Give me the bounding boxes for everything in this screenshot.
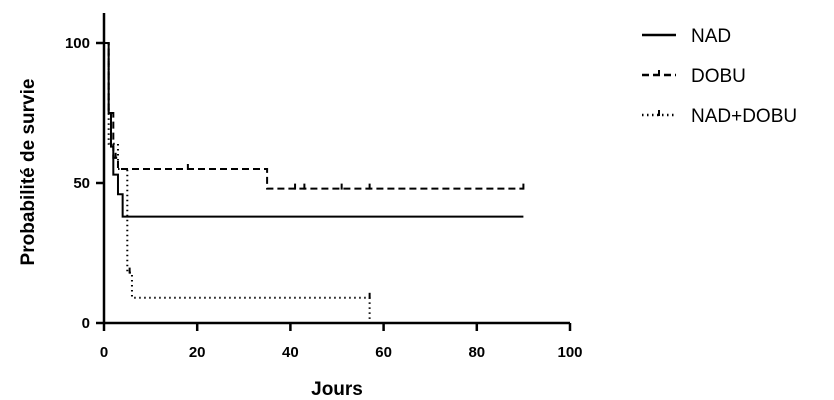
x-tick-label: 40 <box>282 344 299 361</box>
y-axis-title: Probabilité de survie <box>18 79 39 266</box>
legend: NAD DOBU NAD+DOBU <box>642 26 797 127</box>
y-tick-label: 100 <box>65 35 90 52</box>
x-tick-label: 80 <box>468 344 485 361</box>
series-line-nad <box>104 42 524 218</box>
axes <box>102 13 570 325</box>
x-axis-title: Jours <box>311 379 363 400</box>
x-tick-label: 100 <box>557 344 582 361</box>
legend-label-dobu: DOBU <box>691 66 746 87</box>
series-layer <box>104 42 525 323</box>
series-line-dobu <box>104 42 524 190</box>
x-tick-label: 20 <box>189 344 206 361</box>
legend-label-nad-dobu: NAD+DOBU <box>691 106 797 127</box>
ticks: 0 20 40 60 80 100 0 50 100 <box>65 35 583 361</box>
y-tick-label: 0 <box>82 315 90 332</box>
y-tick-label: 50 <box>73 175 90 192</box>
x-tick-label: 0 <box>100 344 108 361</box>
series-line-nad-dobu <box>104 42 371 323</box>
x-tick-label: 60 <box>375 344 392 361</box>
legend-label-nad: NAD <box>691 26 731 47</box>
